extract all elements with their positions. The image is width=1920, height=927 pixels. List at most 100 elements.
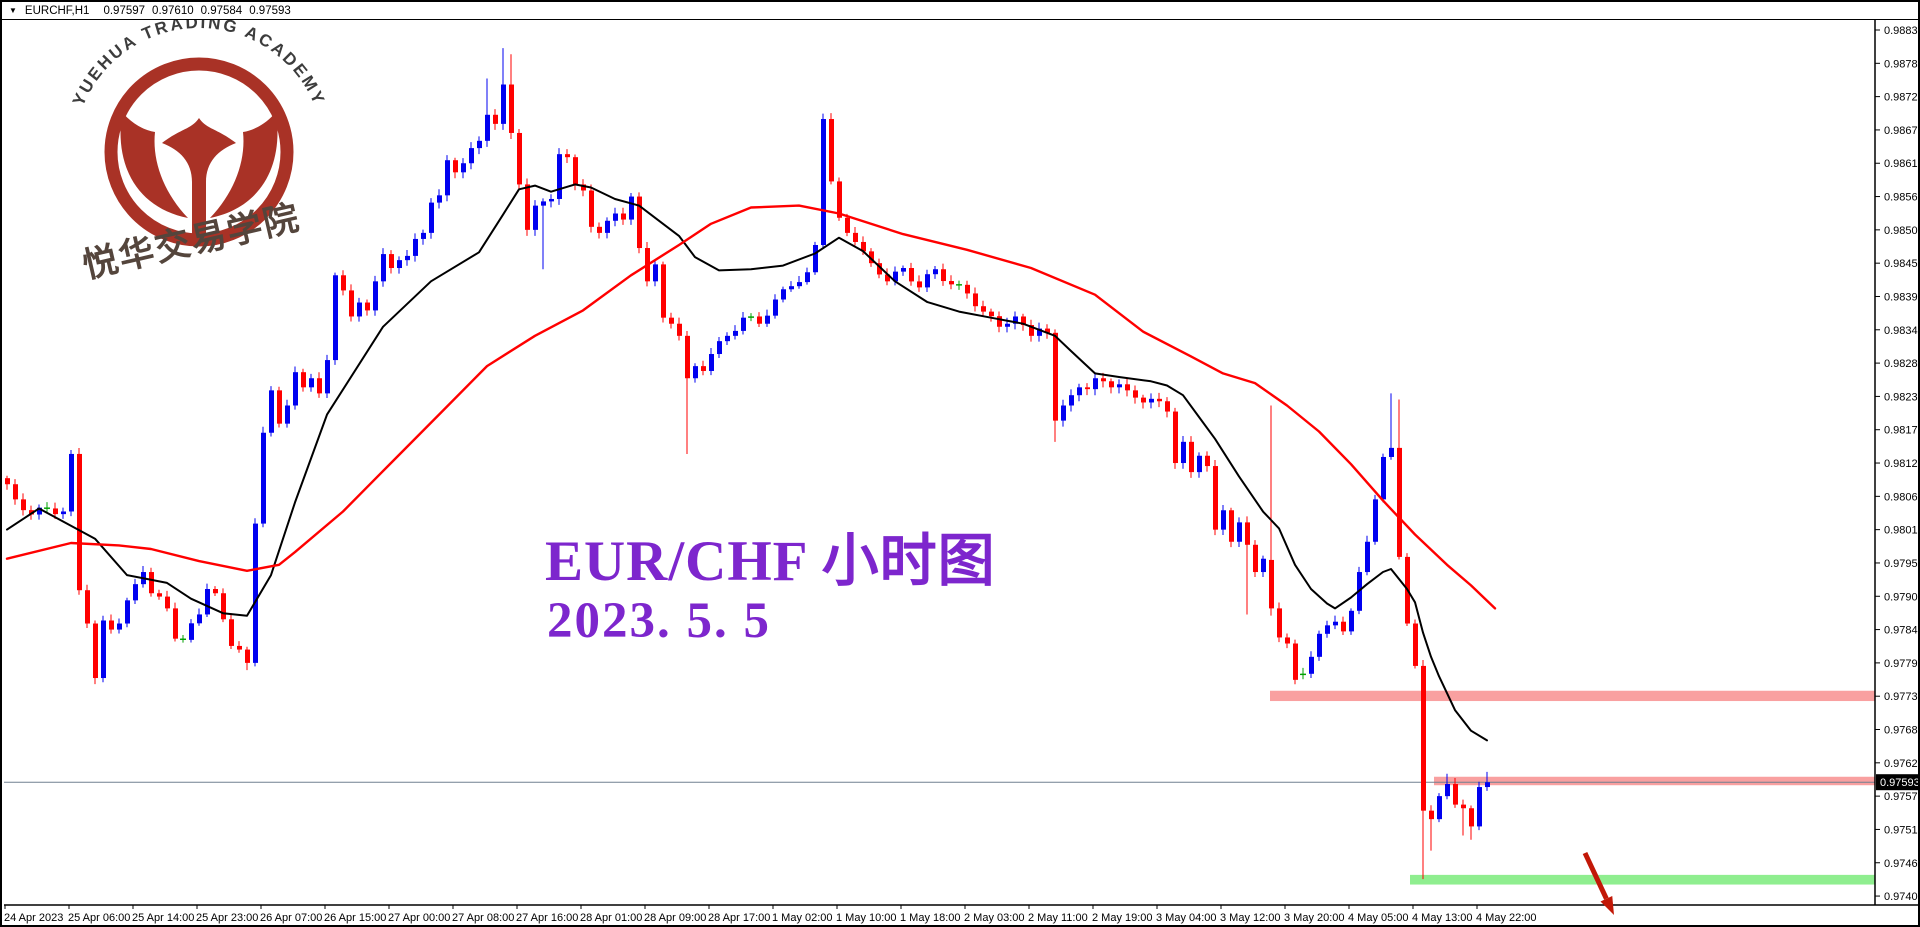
candle: [533, 200, 538, 236]
price-axis-label: 0.97625: [1884, 758, 1920, 770]
candle: [261, 426, 266, 528]
candle: [733, 325, 738, 340]
candle: [469, 142, 474, 170]
time-axis-label: 2 May 11:00: [1028, 912, 1088, 924]
candle: [1325, 620, 1330, 638]
candle: [309, 373, 314, 392]
toolbar-high-value: 0.97610: [152, 4, 194, 17]
candle: [1125, 378, 1130, 397]
candle: [205, 583, 210, 618]
candle: [581, 179, 586, 197]
candle: [1165, 397, 1170, 418]
candle: [701, 360, 706, 376]
candle: [653, 259, 658, 287]
candle: [445, 155, 450, 202]
time-axis-label: 2 May 03:00: [964, 912, 1025, 924]
candle: [1149, 393, 1154, 409]
candle: [637, 192, 642, 254]
candle: [685, 331, 690, 454]
symbol-dropdown-icon[interactable]: ▼: [9, 6, 17, 15]
candle: [589, 184, 594, 233]
candle: [565, 149, 570, 164]
candle: [677, 317, 682, 341]
candle: [213, 586, 218, 596]
candle: [717, 336, 722, 358]
price-axis-label: 0.97680: [1884, 725, 1920, 737]
time-axis-label: 1 May 18:00: [900, 912, 961, 924]
candle: [173, 602, 178, 642]
candle: [1085, 383, 1090, 396]
candle: [13, 479, 18, 505]
toolbar-open-value: 0.97597: [103, 4, 146, 17]
candle: [981, 300, 986, 317]
candle: [693, 363, 698, 383]
candle: [413, 233, 418, 262]
candle: [1317, 630, 1322, 661]
time-axis-label: 25 Apr 23:00: [196, 912, 258, 924]
candle: [517, 128, 522, 191]
candle: [949, 275, 954, 290]
candle: [917, 275, 922, 292]
candle: [709, 348, 714, 376]
candle: [1429, 805, 1434, 851]
candle: [1469, 805, 1474, 840]
candle: [333, 272, 338, 365]
moving-averages-layer: [5, 183, 1497, 742]
candle: [1053, 329, 1058, 442]
candle: [1349, 608, 1354, 635]
candle: [1037, 322, 1042, 342]
candle: [813, 241, 818, 275]
price-axis-label: 0.98395: [1884, 291, 1920, 303]
ma-slow-line: [5, 204, 1497, 610]
candle: [741, 311, 746, 335]
candle: [21, 493, 26, 516]
ma-fast-line: [6, 183, 1488, 742]
candle: [117, 618, 122, 634]
candle: [189, 619, 194, 643]
candle: [365, 299, 370, 316]
candle: [61, 507, 66, 519]
candle: [293, 366, 298, 410]
candle: [1445, 773, 1450, 800]
price-axis[interactable]: 0.98835 0.98780 0.98725 0.98670 0.98615 0.985…: [1875, 25, 1920, 903]
time-axis-label: 25 Apr 06:00: [68, 912, 130, 924]
candle: [669, 312, 674, 329]
candle: [373, 275, 378, 316]
candle: [165, 590, 170, 612]
current-price-tag-value: 0.97593: [1880, 777, 1920, 789]
candle: [845, 213, 850, 237]
toolbar-symbol-label: EURCHF,H1: [24, 4, 90, 17]
candle: [1277, 602, 1282, 643]
candle: [229, 613, 234, 649]
candle: [1453, 777, 1458, 808]
candle: [1300, 667, 1306, 680]
candle: [157, 589, 162, 600]
candle: [1157, 392, 1162, 408]
price-axis-label: 0.98065: [1884, 491, 1920, 503]
time-axis-label: 2 May 19:00: [1092, 912, 1153, 924]
candle: [301, 368, 306, 392]
candle: [493, 109, 498, 130]
chart-title-line2: 2023. 5. 5: [547, 593, 771, 649]
candle: [925, 269, 930, 292]
candle: [389, 250, 394, 274]
candle: [748, 313, 754, 322]
candle: [613, 207, 618, 227]
candle: [1061, 399, 1066, 427]
time-axis-label: 27 Apr 08:00: [452, 912, 514, 924]
current-price-tag: [1876, 774, 1918, 791]
candle: [69, 449, 74, 517]
logo-tulip-icon: [120, 112, 278, 244]
time-axis[interactable]: 24 Apr 2023 25 Apr 06:00 25 Apr 14:00 25 Ap…: [4, 905, 1537, 924]
candle: [461, 158, 466, 179]
candle: [101, 615, 106, 683]
candle: [1213, 460, 1218, 536]
price-axis-label: 0.98340: [1884, 325, 1920, 337]
candle: [453, 157, 458, 179]
candle: [1285, 633, 1290, 649]
candle: [773, 294, 778, 319]
candle: [253, 518, 258, 667]
price-axis-label: 0.98120: [1884, 458, 1920, 470]
candle: [1229, 507, 1234, 548]
